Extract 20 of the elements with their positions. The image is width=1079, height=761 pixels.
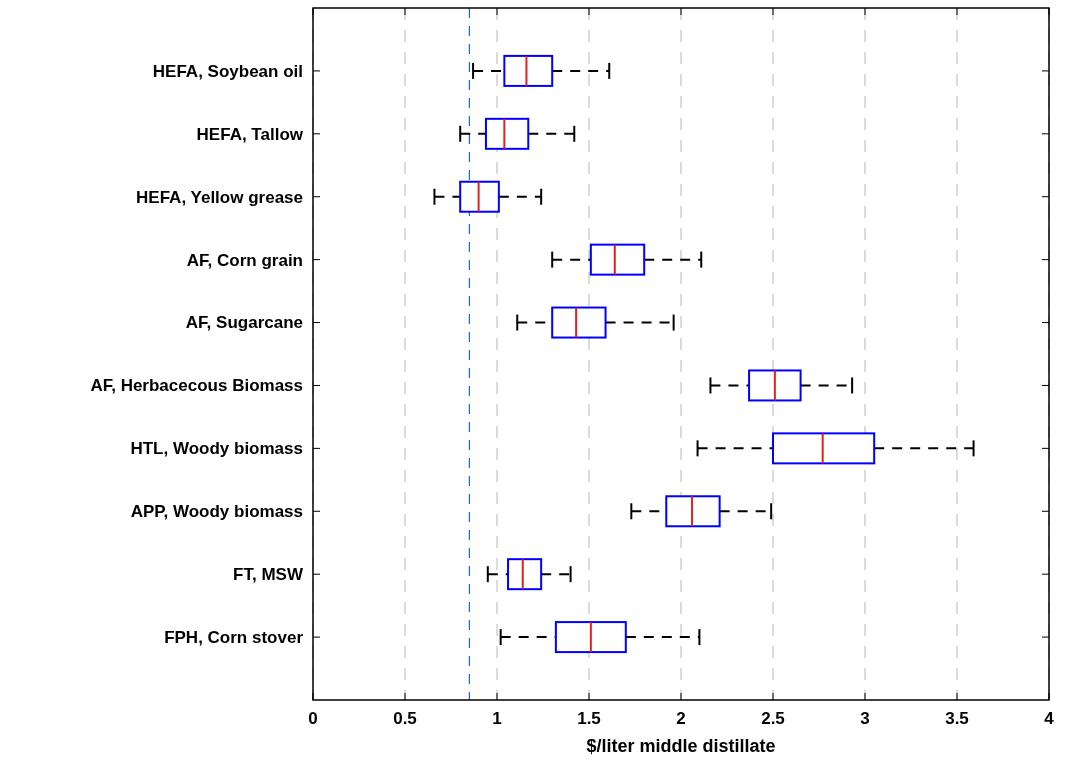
y-tick-label: AF, Sugarcane <box>185 313 303 333</box>
y-tick-label: HTL, Woody biomass <box>130 439 303 459</box>
y-tick-label: APP, Woody biomass <box>130 502 303 522</box>
x-tick-label: 3.5 <box>945 709 969 728</box>
x-tick-label: 0.5 <box>393 709 417 728</box>
x-tick-label: 1.5 <box>577 709 601 728</box>
y-tick-label: HEFA, Soybean oil <box>152 61 303 81</box>
x-tick-label: 2 <box>676 709 686 728</box>
x-tick-label: 3 <box>860 709 870 728</box>
x-tick-label: 2.5 <box>761 709 785 728</box>
y-tick-label: FPH, Corn stover <box>164 628 304 648</box>
y-tick-label: FT, MSW <box>233 565 304 585</box>
y-tick-label: AF, Corn grain <box>186 250 303 270</box>
y-tick-label: HEFA, Yellow grease <box>136 187 303 207</box>
y-tick-label: HEFA, Tallow <box>196 124 304 144</box>
x-tick-label: 4 <box>1044 709 1055 728</box>
x-tick-label: 1 <box>492 709 502 728</box>
y-tick-label: AF, Herbacecous Biomass <box>90 376 303 396</box>
x-tick-label: 0 <box>308 709 318 728</box>
x-axis-title: $/liter middle distillate <box>586 736 776 756</box>
